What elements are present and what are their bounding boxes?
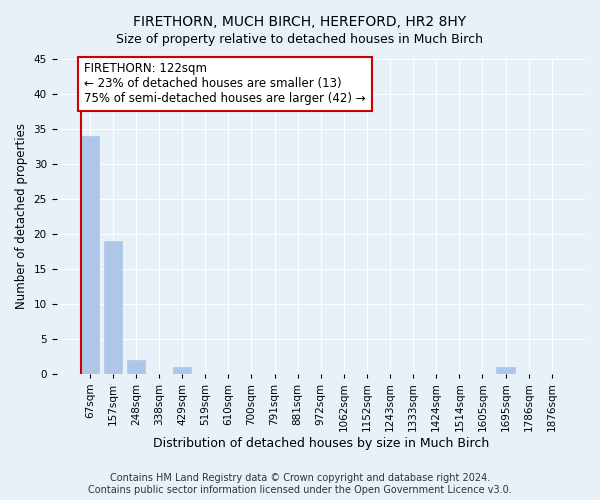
Y-axis label: Number of detached properties: Number of detached properties	[15, 124, 28, 310]
Text: Size of property relative to detached houses in Much Birch: Size of property relative to detached ho…	[116, 32, 484, 46]
Text: FIRETHORN: 122sqm
← 23% of detached houses are smaller (13)
75% of semi-detached: FIRETHORN: 122sqm ← 23% of detached hous…	[84, 62, 365, 106]
Bar	[80, 136, 99, 374]
Bar	[104, 241, 122, 374]
Bar	[496, 366, 515, 374]
Text: Contains HM Land Registry data © Crown copyright and database right 2024.
Contai: Contains HM Land Registry data © Crown c…	[88, 474, 512, 495]
Bar	[173, 366, 191, 374]
Bar	[127, 360, 145, 374]
Text: FIRETHORN, MUCH BIRCH, HEREFORD, HR2 8HY: FIRETHORN, MUCH BIRCH, HEREFORD, HR2 8HY	[133, 15, 467, 29]
X-axis label: Distribution of detached houses by size in Much Birch: Distribution of detached houses by size …	[152, 437, 489, 450]
